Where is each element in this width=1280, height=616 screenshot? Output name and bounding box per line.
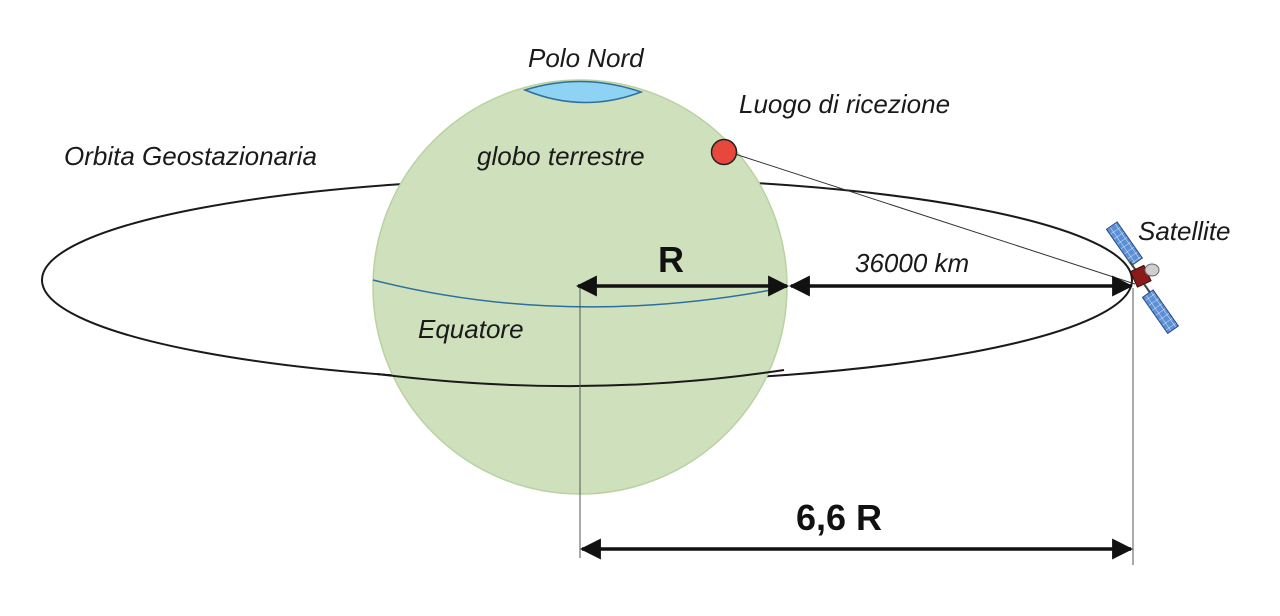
equator-line (372, 279, 788, 308)
orbit-radius-label: 6,6 R (796, 497, 882, 538)
earth-label: globo terrestre (477, 141, 645, 171)
satellite-label: Satellite (1138, 216, 1231, 246)
north-pole-cap-edge (522, 80, 644, 104)
altitude-label: 36000 km (855, 248, 969, 278)
satellite-icon (1105, 221, 1180, 335)
reception-site-label: Luogo di ricezione (739, 89, 950, 119)
geo-orbit-label: Orbita Geostazionaria (64, 141, 317, 171)
orbit-front (376, 369, 785, 388)
location-dot-icon (710, 138, 738, 166)
equator-label: Equatore (418, 314, 524, 344)
radius-label: R (658, 239, 684, 280)
north-pole-label: Polo Nord (528, 43, 645, 73)
line-of-sight (734, 153, 1136, 285)
north-pole-cap (525, 81, 641, 103)
